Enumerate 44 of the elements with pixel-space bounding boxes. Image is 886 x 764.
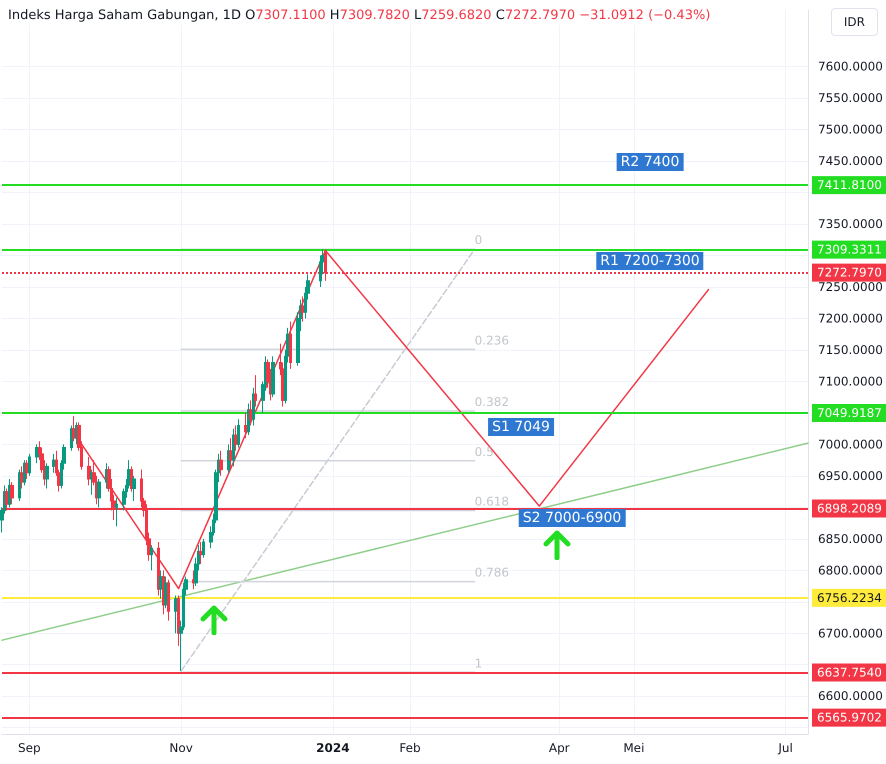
y-tick-label: 6700.0000 [818,626,883,640]
y-tick-label: 7500.0000 [818,122,883,137]
ref-line-label: 7411.8100 [817,178,882,192]
x-tick-label: Apr [548,741,570,755]
y-tick-label: 7250.0000 [818,280,883,294]
annotation: S1 7049 [488,418,554,436]
annotation: 0.382 [474,395,510,410]
text: IDR [830,8,878,36]
x-tick-label: Jul [777,741,793,755]
annotation: R2 7400 [616,153,684,171]
x-tick-label: Mei [623,741,644,755]
ref-line-label: 6637.7540 [817,665,882,680]
y-tick-label: 7550.0000 [818,91,883,106]
chart-title: Indeks Harga Saham Gabungan, 1D [8,8,241,23]
ref-line-label: 7272.7970 [817,266,882,280]
x-tick-label: Feb [399,741,421,755]
annotation: 1 [474,656,482,670]
annotation: 0.786 [474,566,510,580]
x-tick-label: Nov [169,741,193,755]
y-tick-label: 6850.0000 [818,532,883,546]
annotation: S2 7000-6900 [518,509,626,527]
annotation: 0 [474,233,482,248]
ref-line-label: 6565.9702 [817,710,882,725]
annotation: 0.236 [474,333,510,348]
ref-line-label: 6756.2234 [817,590,882,605]
y-tick-label: 7150.0000 [818,342,883,357]
y-tick-label: 6950.0000 [818,468,883,483]
x-tick-label: 2024 [316,741,350,755]
annotation: 0.5 [474,444,494,459]
ref-line-label: 7049.9187 [817,406,882,420]
x-tick-label: Sep [18,741,41,755]
y-tick-label: 7000.0000 [818,437,883,452]
y-tick-label: 7600.0000 [818,60,883,74]
annotation: 0.618 [474,494,510,509]
y-tick-label: 7450.0000 [818,154,883,168]
text: O7307.1100 H7309.7820 L7259.6820 C7272.7970 −31.0912 (−0.43%) [245,8,710,23]
y-tick-label: 7200.0000 [818,311,883,326]
ref-line-label: 6898.2089 [817,501,882,516]
annotation: R1 7200-7300 [596,252,704,270]
y-tick-label: 6800.0000 [818,563,883,578]
ref-line-label: 7309.3311 [817,242,882,257]
y-tick-label: 7100.0000 [818,374,883,388]
y-tick-label: 6600.0000 [818,689,883,704]
y-tick-label: 7350.0000 [818,217,883,232]
